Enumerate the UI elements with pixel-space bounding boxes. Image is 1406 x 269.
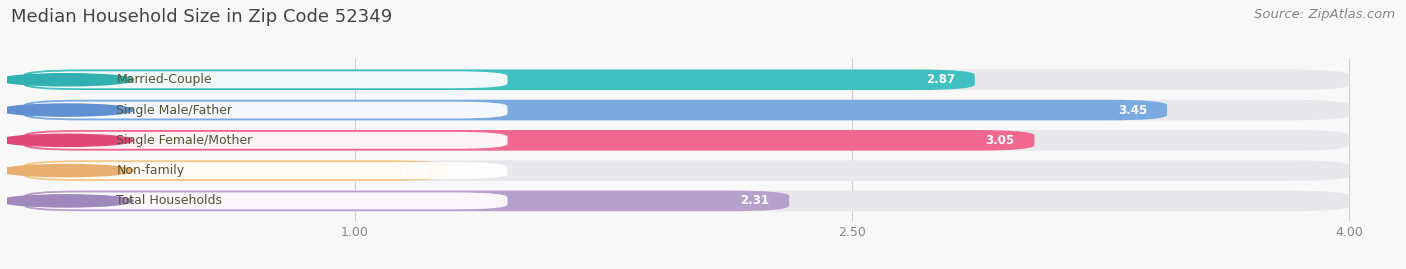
FancyBboxPatch shape	[24, 100, 1350, 120]
Text: 1.28: 1.28	[399, 164, 427, 177]
Text: Married-Couple: Married-Couple	[117, 73, 212, 86]
FancyBboxPatch shape	[27, 162, 508, 179]
FancyBboxPatch shape	[24, 191, 1350, 211]
FancyBboxPatch shape	[27, 132, 508, 149]
FancyBboxPatch shape	[27, 102, 508, 119]
FancyBboxPatch shape	[24, 100, 1167, 120]
Circle shape	[0, 74, 134, 86]
Text: Median Household Size in Zip Code 52349: Median Household Size in Zip Code 52349	[11, 8, 392, 26]
FancyBboxPatch shape	[27, 71, 508, 88]
FancyBboxPatch shape	[24, 191, 789, 211]
Circle shape	[0, 134, 134, 146]
FancyBboxPatch shape	[24, 69, 1350, 90]
Text: 3.05: 3.05	[986, 134, 1015, 147]
Circle shape	[0, 165, 134, 177]
Text: 2.87: 2.87	[925, 73, 955, 86]
Text: Single Male/Father: Single Male/Father	[117, 104, 232, 116]
Text: Source: ZipAtlas.com: Source: ZipAtlas.com	[1254, 8, 1395, 21]
FancyBboxPatch shape	[24, 130, 1350, 151]
FancyBboxPatch shape	[24, 130, 1035, 151]
Circle shape	[0, 195, 134, 207]
Text: 3.45: 3.45	[1118, 104, 1147, 116]
Text: Total Households: Total Households	[117, 194, 222, 207]
FancyBboxPatch shape	[27, 192, 508, 209]
Text: Single Female/Mother: Single Female/Mother	[117, 134, 253, 147]
FancyBboxPatch shape	[24, 160, 447, 181]
FancyBboxPatch shape	[24, 160, 1350, 181]
Text: 2.31: 2.31	[741, 194, 769, 207]
Text: Non-family: Non-family	[117, 164, 184, 177]
Circle shape	[0, 104, 134, 116]
FancyBboxPatch shape	[24, 69, 974, 90]
